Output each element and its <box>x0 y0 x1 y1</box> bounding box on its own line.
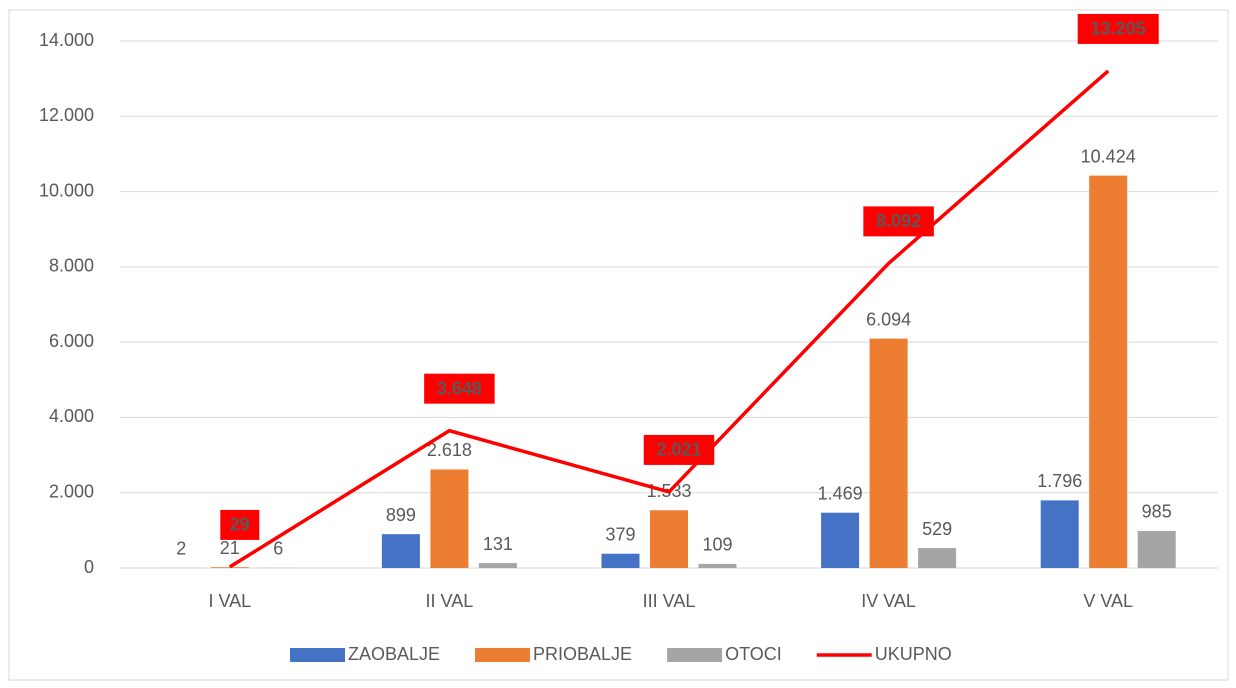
y-tick-label: 4.000 <box>49 406 94 426</box>
bar <box>1137 530 1176 568</box>
bar <box>210 567 249 568</box>
bar <box>869 338 908 568</box>
data-label-box <box>424 373 495 404</box>
chart-border <box>8 9 1229 681</box>
legend-label: ZAOBALJE <box>348 644 440 664</box>
data-label-box <box>643 434 715 465</box>
x-tick-label: III VAL <box>643 591 696 611</box>
legend-label: UKUPNO <box>875 644 952 664</box>
data-label: 6.094 <box>866 309 911 329</box>
data-label: 1.796 <box>1037 471 1082 491</box>
y-tick-label: 10.000 <box>39 180 94 200</box>
bar <box>650 510 688 568</box>
legend-swatch <box>290 648 345 662</box>
data-label: 109 <box>702 535 732 555</box>
data-label: 13.205 <box>1091 19 1146 39</box>
bar <box>918 548 957 568</box>
legend-label: OTOCI <box>725 644 782 664</box>
data-label: 2 <box>176 539 186 559</box>
bar <box>1089 175 1128 569</box>
x-tick-label: I VAL <box>208 591 251 611</box>
bar <box>698 563 737 568</box>
line <box>228 69 1110 569</box>
y-tick-label: 0 <box>84 557 94 577</box>
data-label: 2.021 <box>656 440 701 460</box>
data-label: 2.618 <box>427 440 472 460</box>
y-tick-label: 8.000 <box>49 256 94 276</box>
bar <box>601 553 640 568</box>
x-tick-label: II VAL <box>426 591 474 611</box>
data-label: 529 <box>922 519 952 539</box>
data-label: 6 <box>273 539 283 559</box>
data-label: 21 <box>220 538 240 558</box>
data-label-box <box>220 509 260 540</box>
bar <box>821 512 860 568</box>
legend-swatch <box>475 648 531 662</box>
data-label: 985 <box>1142 502 1172 522</box>
data-label: 1.469 <box>818 483 863 503</box>
data-label: 3.648 <box>437 378 482 398</box>
y-tick-label: 2.000 <box>49 481 94 501</box>
data-label: 899 <box>386 505 416 525</box>
legend-swatch <box>667 648 723 662</box>
data-label-box <box>1077 13 1159 44</box>
bar <box>381 534 420 568</box>
bar <box>1040 500 1079 568</box>
legend-label: PRIOBALJE <box>533 644 632 664</box>
data-label: 8.092 <box>876 211 921 231</box>
data-label-box <box>863 206 934 237</box>
data-label: 379 <box>605 524 635 544</box>
bar <box>478 563 517 568</box>
data-label: 29 <box>230 515 250 535</box>
y-tick-label: 6.000 <box>49 331 94 351</box>
data-label: 131 <box>483 534 513 554</box>
bar <box>430 469 469 568</box>
x-tick-label: V VAL <box>1083 591 1133 611</box>
y-tick-label: 12.000 <box>39 105 94 125</box>
y-tick-label: 14.000 <box>39 30 94 50</box>
x-tick-label: IV VAL <box>861 591 916 611</box>
data-label: 10.424 <box>1081 146 1136 166</box>
